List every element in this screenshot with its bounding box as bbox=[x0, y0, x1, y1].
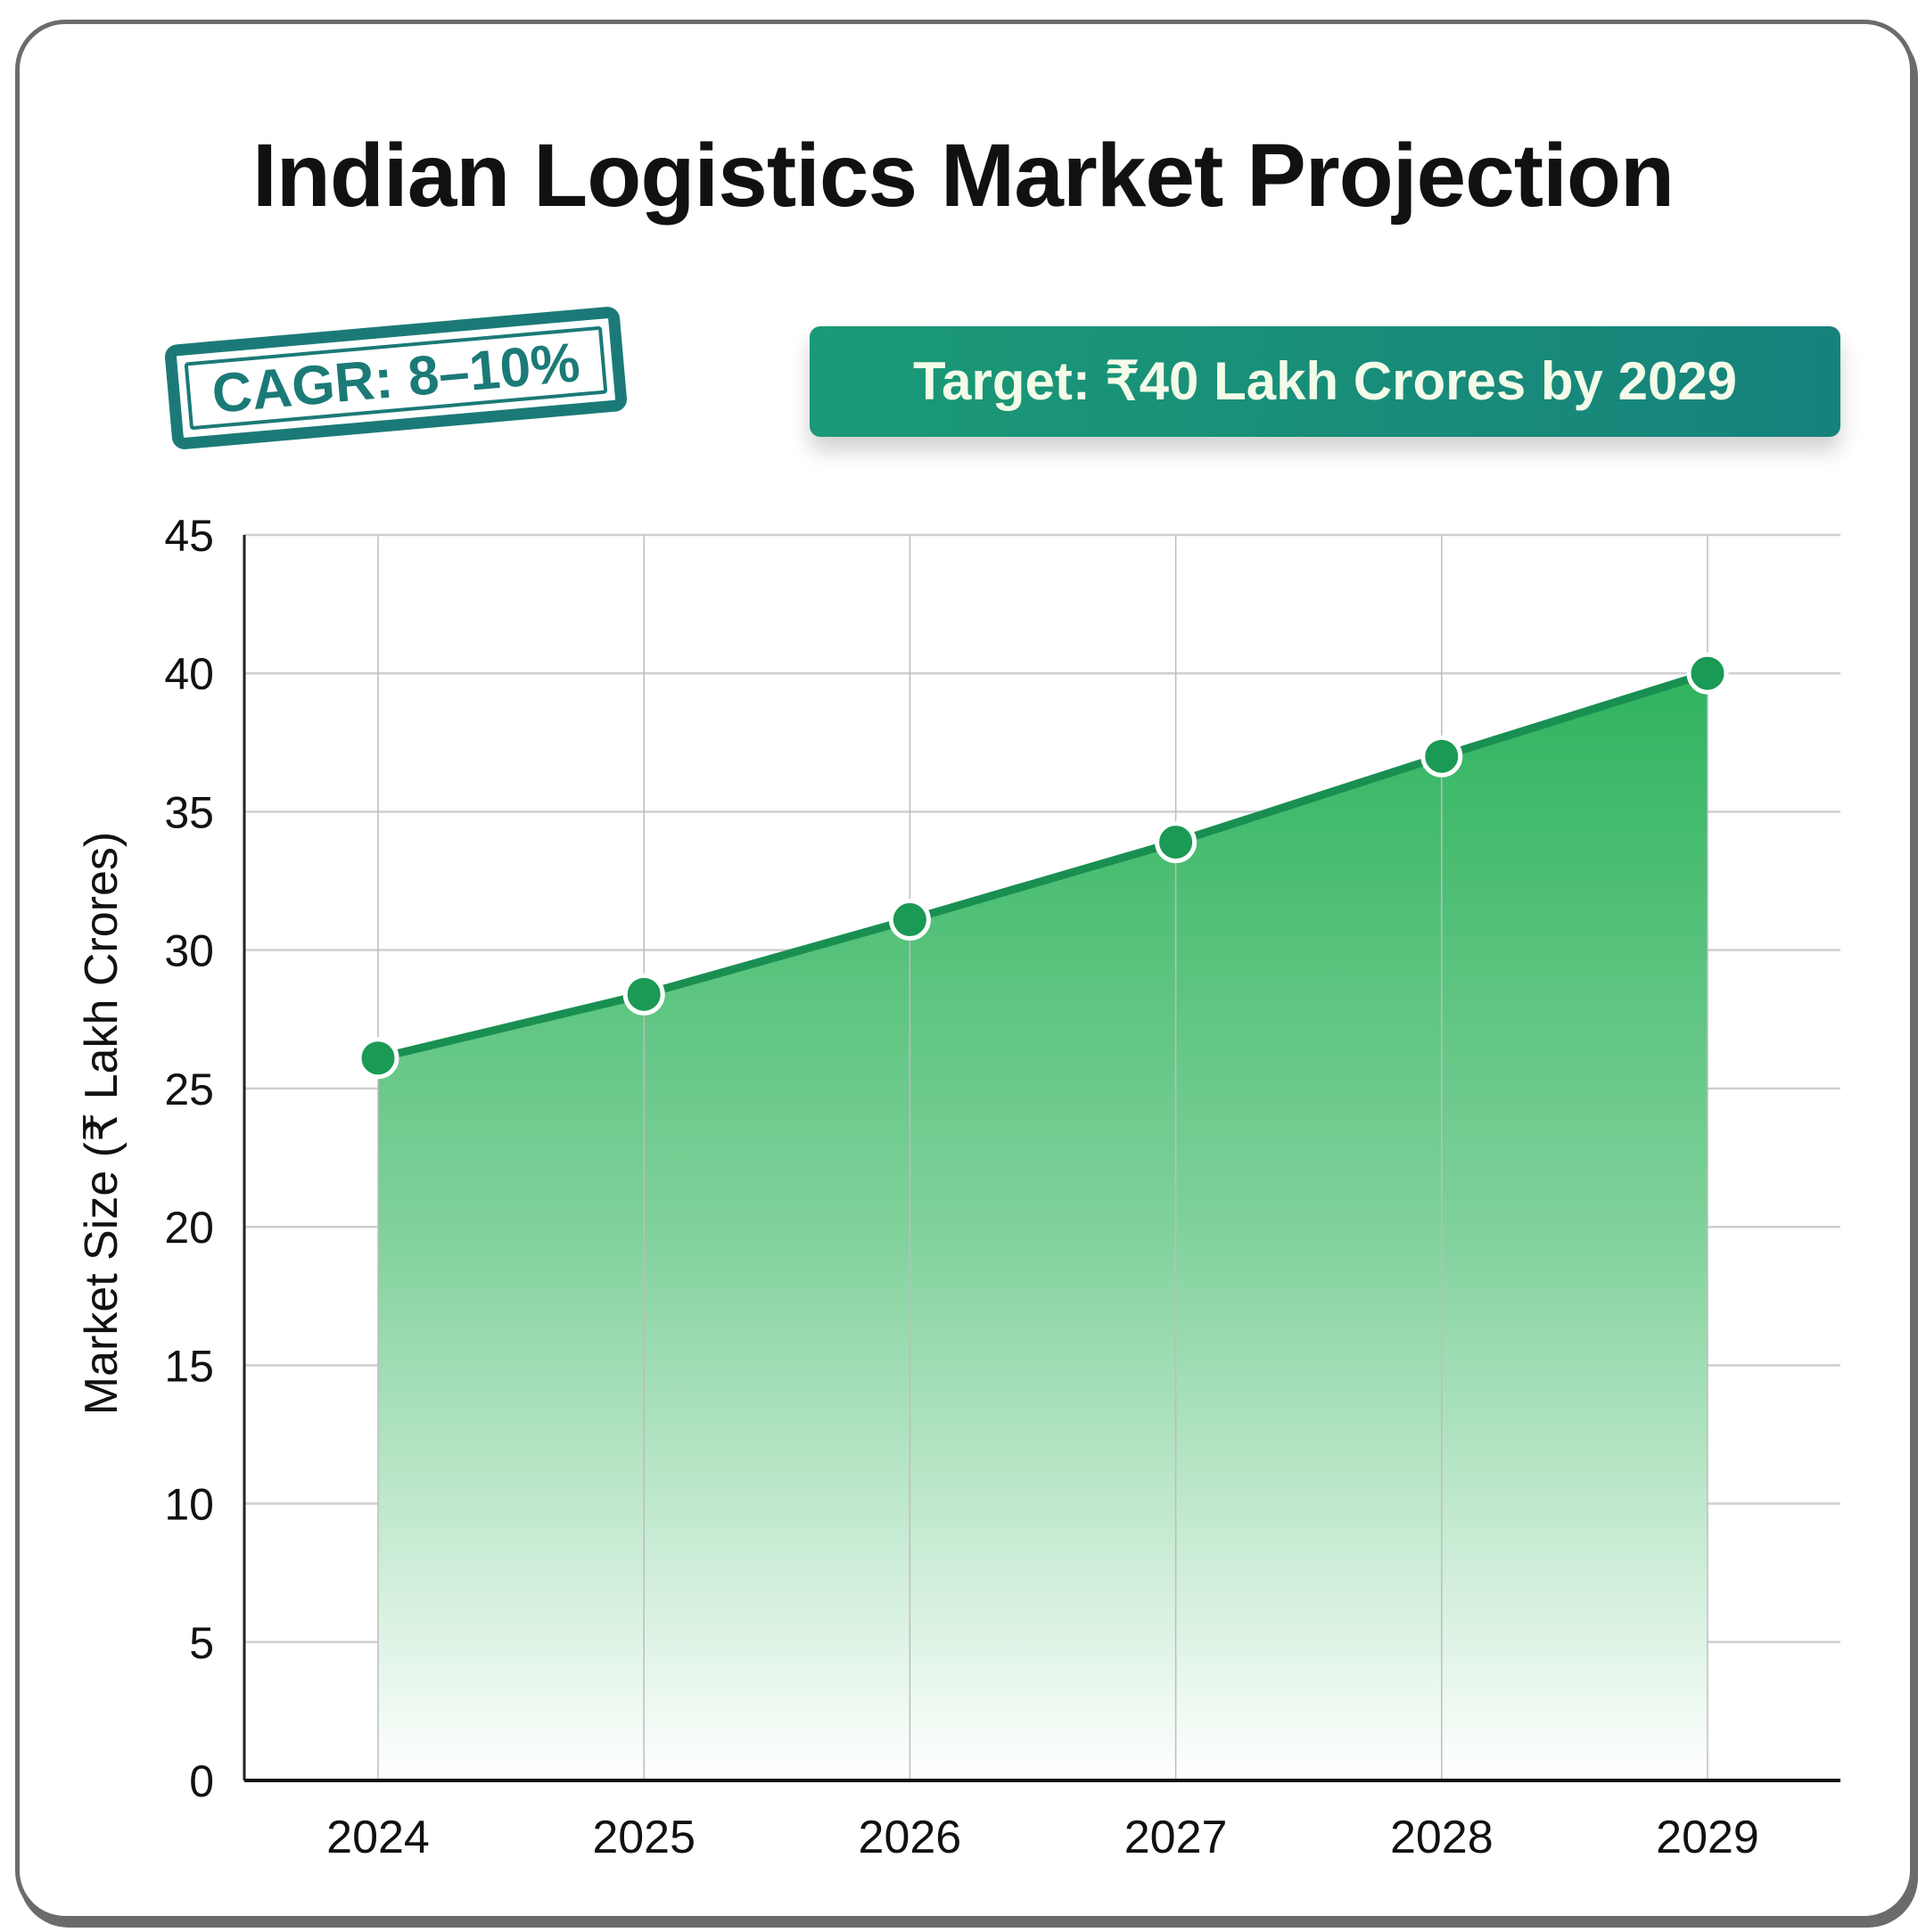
y-tick-label: 0 bbox=[189, 1756, 214, 1806]
data-point bbox=[1420, 735, 1463, 777]
data-point bbox=[1155, 821, 1198, 864]
data-point bbox=[1686, 652, 1729, 695]
y-tick-label: 15 bbox=[164, 1341, 214, 1391]
x-tick-label: 2024 bbox=[326, 1812, 430, 1863]
target-badge: Target: ₹40 Lakh Crores by 2029 bbox=[810, 326, 1840, 437]
y-tick-label: 25 bbox=[164, 1065, 214, 1114]
area-fill bbox=[378, 673, 1708, 1781]
x-tick-label: 2028 bbox=[1390, 1812, 1494, 1863]
data-point bbox=[622, 973, 665, 1015]
x-tick-label: 2026 bbox=[859, 1812, 962, 1863]
y-tick-label: 40 bbox=[164, 649, 214, 699]
x-tick-label: 2029 bbox=[1656, 1812, 1759, 1863]
y-tick-label: 45 bbox=[164, 511, 214, 561]
data-point bbox=[357, 1037, 399, 1080]
x-tick-label: 2025 bbox=[592, 1812, 696, 1863]
y-tick-label: 30 bbox=[164, 926, 214, 976]
chart-title: Indian Logistics Market Projection bbox=[251, 126, 1675, 226]
x-tick-label: 2027 bbox=[1124, 1812, 1228, 1863]
y-tick-label: 10 bbox=[164, 1480, 214, 1530]
y-tick-label: 5 bbox=[189, 1618, 214, 1668]
y-tick-label: 20 bbox=[164, 1203, 214, 1253]
series-line bbox=[376, 669, 1709, 1063]
data-point bbox=[888, 899, 931, 941]
y-tick-label: 35 bbox=[164, 787, 214, 837]
